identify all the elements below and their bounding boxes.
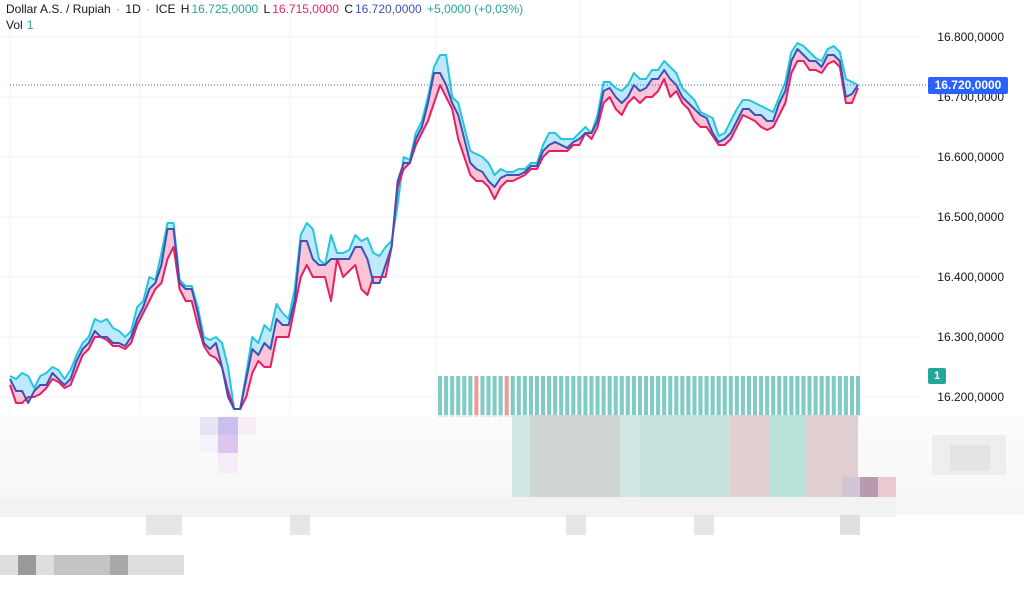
volume-bar xyxy=(819,376,824,417)
y-tick-label: 16.800,0000 xyxy=(937,30,1004,44)
close-value: 16.720,0000 xyxy=(354,2,422,16)
volume-bar xyxy=(728,376,733,417)
volume-bar xyxy=(559,376,564,417)
close-series-line xyxy=(9,48,859,410)
volume-bar xyxy=(625,376,630,417)
volume-bar xyxy=(795,376,800,417)
volume-bar xyxy=(674,376,679,417)
volume-bar xyxy=(595,376,600,417)
volume-bar xyxy=(710,376,715,417)
volume-bar xyxy=(516,376,521,417)
low-value: 16.715,0000 xyxy=(272,2,339,16)
volume-label: Vol xyxy=(6,18,23,32)
volume-bar xyxy=(631,376,636,417)
volume-bar xyxy=(571,376,576,417)
current-price-tag: 16.720,0000 xyxy=(928,77,1008,94)
volume-bar xyxy=(686,376,691,417)
volume-bar xyxy=(855,376,861,417)
volume-bar xyxy=(468,376,473,417)
volume-bar xyxy=(831,376,836,417)
y-tick-label: 16.200,0000 xyxy=(937,390,1004,404)
volume-bar xyxy=(692,376,697,417)
interval[interactable]: 1D xyxy=(125,2,141,16)
volume-value: 1 xyxy=(26,18,34,32)
y-tick-label: 16.600,0000 xyxy=(937,150,1004,164)
volume-bar xyxy=(789,376,794,417)
volume-bar xyxy=(783,376,788,417)
volume-bar xyxy=(698,376,703,417)
volume-bar xyxy=(765,376,770,417)
volume-bar xyxy=(547,376,552,417)
volume-bar xyxy=(656,376,661,417)
volume-bar xyxy=(492,376,497,417)
volume-bar xyxy=(510,376,515,417)
high-value: 16.725,0000 xyxy=(191,2,259,16)
volume-bar xyxy=(825,376,830,417)
volume-bar xyxy=(444,376,449,417)
volume-bar xyxy=(498,376,503,417)
volume-bar xyxy=(462,376,467,417)
volume-bar xyxy=(438,376,443,417)
symbol-name[interactable]: Dollar A.S. / Rupiah xyxy=(6,2,111,16)
volume-bar xyxy=(589,376,594,417)
volume-bar xyxy=(650,376,655,417)
volume-bar xyxy=(534,376,539,417)
high-series-line xyxy=(9,42,859,410)
volume-bar xyxy=(837,376,842,417)
volume-bar xyxy=(601,376,606,417)
volume-bar xyxy=(528,376,533,417)
chart-header: Dollar A.S. / Rupiah · 1D · ICE H 16.725,… xyxy=(6,2,524,16)
low-series-line xyxy=(9,60,859,410)
volume-bar xyxy=(565,376,570,417)
volume-tag: 1 xyxy=(928,368,946,384)
volume-bar xyxy=(722,376,727,417)
volume-bar xyxy=(813,376,818,417)
change-value: +5,0000 (+0,03%) xyxy=(427,2,524,16)
volume-bar xyxy=(456,376,461,417)
volume-bar xyxy=(843,376,848,417)
volume-bar xyxy=(771,376,776,417)
volume-bar xyxy=(807,376,812,417)
volume-bar xyxy=(553,376,558,417)
volume-bar xyxy=(668,376,673,417)
volume-bar xyxy=(619,376,624,417)
volume-bar xyxy=(777,376,782,417)
volume-bar xyxy=(480,376,485,417)
volume-bar xyxy=(740,376,745,417)
volume-bar xyxy=(486,376,491,417)
y-tick-label: 16.400,0000 xyxy=(937,270,1004,284)
volume-header: Vol 1 xyxy=(6,18,33,32)
y-tick-label: 16.500,0000 xyxy=(937,210,1004,224)
volume-bar xyxy=(637,376,642,417)
volume-bar xyxy=(716,376,721,417)
volume-bar xyxy=(607,376,612,417)
volume-bar xyxy=(450,376,455,417)
volume-bar xyxy=(746,376,751,417)
low-label: L xyxy=(263,2,271,16)
volume-bar xyxy=(522,376,527,417)
volume-bar xyxy=(541,376,546,417)
volume-bar xyxy=(504,376,509,417)
volume-bar xyxy=(613,376,618,417)
volume-bar xyxy=(662,376,667,417)
volume-bar xyxy=(583,376,588,417)
volume-bar xyxy=(474,376,479,417)
volume-bar xyxy=(801,376,806,417)
high-label: H xyxy=(180,2,190,16)
exchange: ICE xyxy=(155,2,176,16)
volume-bar xyxy=(643,376,649,417)
close-label: C xyxy=(344,2,353,16)
volume-bar xyxy=(753,376,758,417)
y-tick-label: 16.300,0000 xyxy=(937,330,1004,344)
volume-bar xyxy=(759,376,764,417)
volume-bar xyxy=(577,376,582,417)
volume-bar xyxy=(849,376,854,417)
volume-bar xyxy=(680,376,685,417)
volume-bar xyxy=(704,376,709,417)
volume-bar xyxy=(734,376,739,417)
